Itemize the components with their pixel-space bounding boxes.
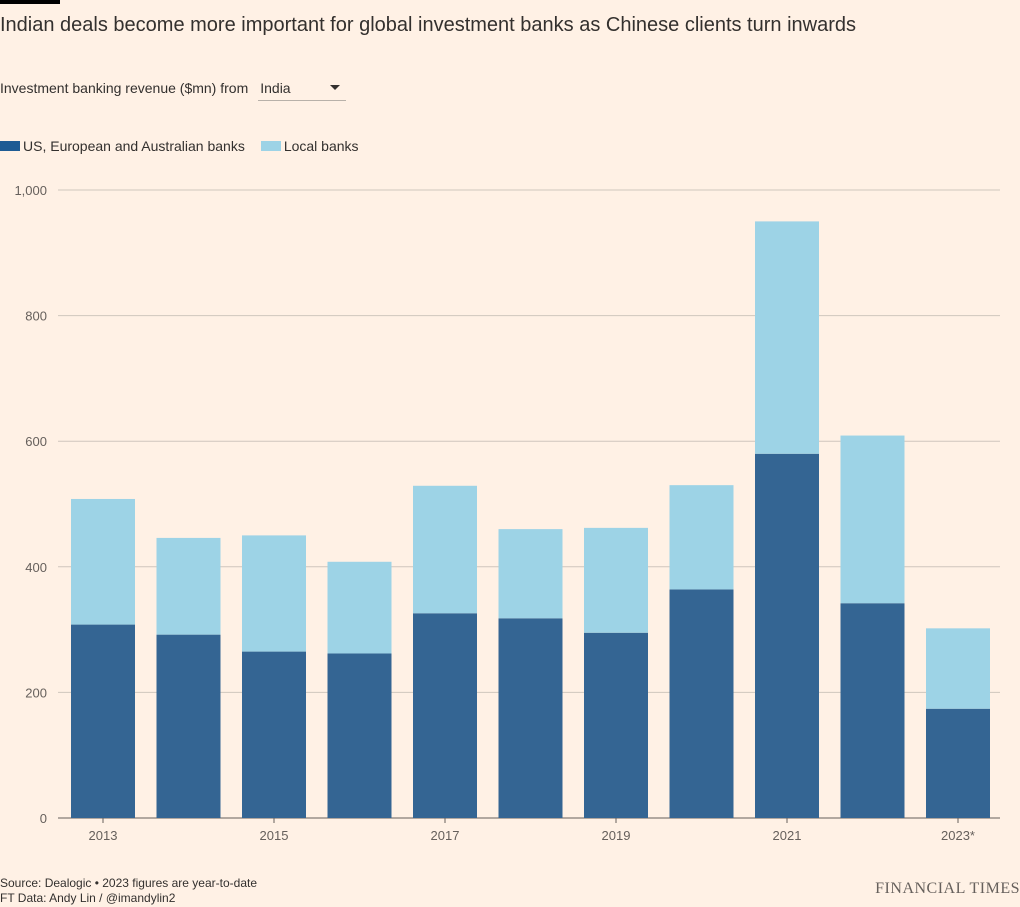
x-tick-label: 2015 — [260, 828, 289, 843]
ft-logo: FINANCIAL TIMES — [875, 880, 1020, 897]
y-tick-label: 200 — [25, 685, 47, 700]
bar-local — [840, 435, 905, 604]
legend-item-foreign: US, European and Australian banks — [0, 138, 245, 154]
x-tick-label: 2013 — [89, 828, 118, 843]
bar-foreign — [242, 651, 306, 818]
x-tick-label: 2017 — [431, 828, 460, 843]
dropdown-value: India — [260, 79, 291, 96]
chevron-down-icon — [330, 85, 341, 90]
selector-label: Investment banking revenue ($mn) from — [0, 80, 249, 96]
legend-item-local: Local banks — [260, 138, 359, 154]
bar-local — [327, 561, 392, 654]
bar-local — [156, 537, 221, 635]
x-tick-label: 2019 — [602, 828, 631, 843]
bar-local — [926, 628, 990, 709]
source-note: Source: Dealogic • 2023 figures are year… — [0, 876, 258, 890]
bar-local — [498, 529, 563, 619]
bar-chart: 0 200 400 600 800 1,000 2013 2015 2017 2019 2021 20… — [14, 183, 1000, 843]
country-dropdown[interactable]: India — [258, 75, 347, 101]
y-tick-label: 600 — [25, 434, 47, 449]
bar-foreign — [413, 613, 477, 818]
legend: US, European and Australian banks Local … — [0, 138, 375, 154]
bar-local — [413, 485, 477, 614]
bar-foreign — [327, 653, 392, 818]
bar-foreign — [71, 624, 135, 818]
footer: Source: Dealogic • 2023 figures are year… — [0, 876, 257, 906]
bar-foreign — [926, 708, 990, 818]
selector-row: Investment banking revenue ($mn) from In… — [0, 74, 347, 102]
y-tick-label: 400 — [25, 560, 47, 575]
bar-foreign — [498, 618, 563, 818]
credit-note: FT Data: Andy Lin / @imandylin2 — [0, 891, 176, 905]
bar-local — [669, 485, 734, 590]
bar-foreign — [156, 634, 221, 818]
legend-swatch-foreign — [0, 141, 20, 151]
legend-label-foreign: US, European and Australian banks — [23, 138, 245, 154]
y-tick-label: 800 — [25, 309, 47, 324]
bar-local — [242, 535, 306, 652]
y-tick-label: 0 — [40, 811, 47, 826]
legend-swatch-local — [260, 141, 281, 151]
bar-foreign — [840, 603, 905, 818]
bar-local — [71, 498, 135, 625]
bar-local — [584, 527, 648, 633]
top-rule — [0, 0, 60, 4]
chart-title: Indian deals become more important for g… — [0, 14, 856, 36]
y-tick-label: 1,000 — [14, 183, 47, 198]
legend-label-local: Local banks — [283, 138, 359, 154]
bar-foreign — [755, 453, 819, 818]
x-tick-label: 2023* — [941, 828, 975, 843]
bar-foreign — [669, 589, 734, 818]
x-tick-label: 2021 — [773, 828, 802, 843]
bar-foreign — [584, 632, 648, 818]
bar-local — [755, 221, 819, 454]
